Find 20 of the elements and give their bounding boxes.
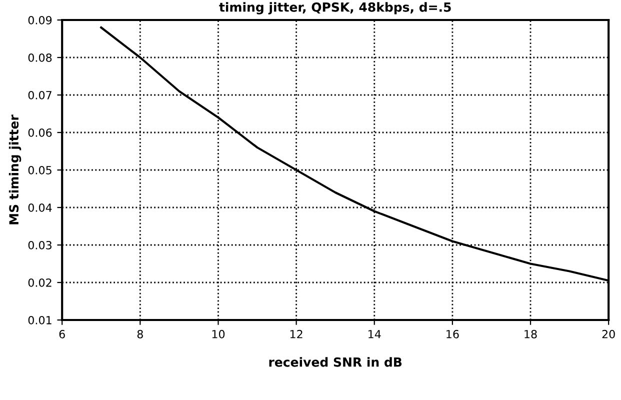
- x-tick-label: 10: [212, 330, 225, 338]
- x-tick-label: 20: [602, 330, 615, 338]
- x-tick-label: 18: [524, 330, 537, 338]
- x-tick-label: 8: [137, 330, 143, 338]
- y-tick-label: 0.07: [28, 90, 52, 100]
- y-tick-label: 0.01: [28, 316, 52, 324]
- x-tick-label: 14: [368, 330, 381, 338]
- y-axis-title: MS timing jitter: [8, 114, 22, 224]
- x-tick-label: 12: [290, 330, 302, 338]
- y-tick-label: 0.04: [28, 203, 52, 212]
- y-tick-label: 0.06: [28, 128, 52, 137]
- y-tick-label: 0.09: [28, 16, 52, 24]
- y-tick-label: 0.08: [28, 53, 52, 62]
- x-tick-label: 6: [59, 330, 65, 338]
- y-tick-label: 0.05: [28, 166, 52, 174]
- chart-title: timing jitter, QPSK, 48kbps, d=.5: [219, 2, 451, 14]
- y-tick-label: 0.03: [28, 240, 52, 250]
- x-axis-title: received SNR in dB: [269, 357, 402, 367]
- x-tick-label: 16: [446, 330, 459, 338]
- y-tick-label: 0.02: [28, 278, 52, 287]
